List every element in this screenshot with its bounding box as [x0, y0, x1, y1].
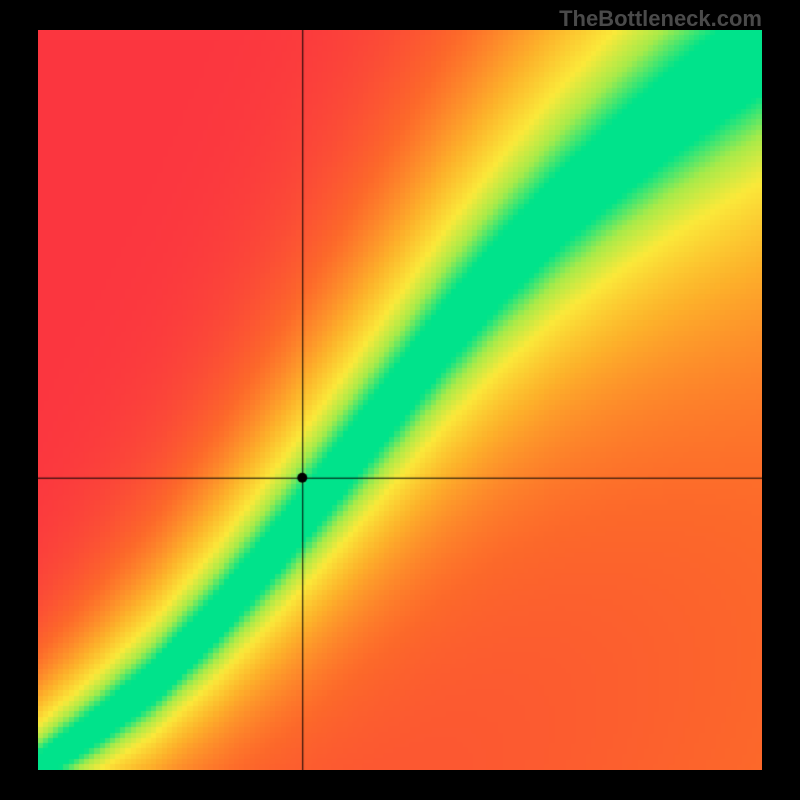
watermark-text: TheBottleneck.com: [559, 6, 762, 32]
heatmap-canvas: [38, 30, 762, 770]
chart-frame: TheBottleneck.com: [0, 0, 800, 800]
heatmap-plot: [38, 30, 762, 770]
